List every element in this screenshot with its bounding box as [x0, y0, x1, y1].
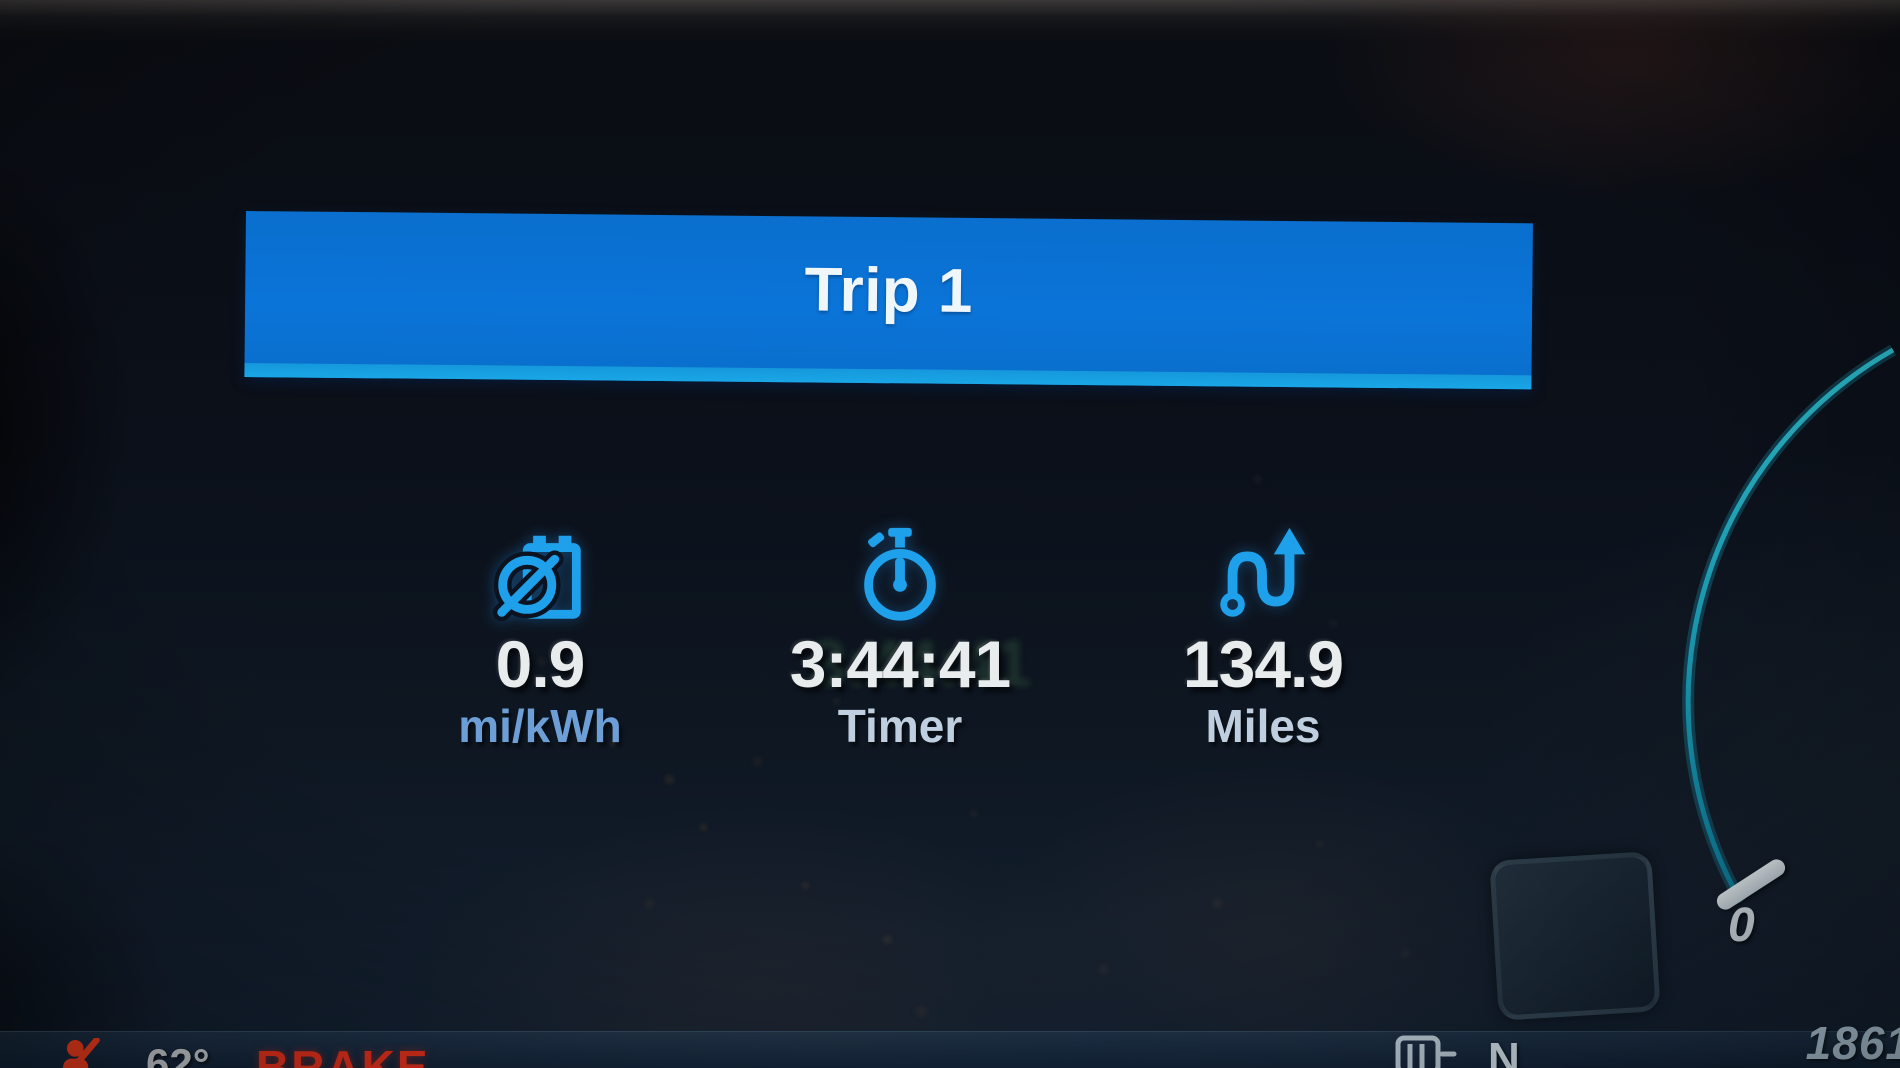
metric-trip-timer: 3:44:41 Timer	[730, 518, 1070, 752]
dust-speckles	[0, 0, 3, 3]
seatbelt-warning-icon	[52, 1036, 104, 1068]
odometer-value: 1861	[1805, 1017, 1900, 1068]
timer-value: 3:44:41	[789, 627, 1011, 701]
efficiency-unit: mi/kWh	[458, 700, 622, 753]
trip-banner-label: Trip 1	[804, 255, 974, 326]
gauge-zero-label: 0	[1728, 899, 1755, 952]
efficiency-value: 0.9	[495, 627, 586, 701]
trip-banner[interactable]: Trip 1	[244, 211, 1533, 390]
compass-heading: N	[1488, 1034, 1520, 1068]
avg-energy-battery-icon	[486, 518, 594, 630]
timer-unit: Timer	[837, 700, 963, 753]
outside-temperature: 62°	[146, 1040, 210, 1068]
route-arrow-icon	[1209, 518, 1317, 630]
distance-value: 134.9	[1182, 627, 1344, 701]
dark-rounded-tile	[1489, 851, 1661, 1021]
metric-average-efficiency: 0.9 mi/kWh	[370, 518, 710, 752]
brake-warning-label: BRAKE	[256, 1041, 430, 1068]
metric-trip-distance: 134.9 Miles	[1093, 518, 1433, 752]
vehicle-status-icon	[1392, 1032, 1458, 1068]
top-reflection-haze	[0, 0, 1900, 30]
stopwatch-icon	[846, 518, 954, 630]
distance-unit: Miles	[1205, 700, 1321, 753]
bottom-status-bar	[0, 1031, 1900, 1068]
